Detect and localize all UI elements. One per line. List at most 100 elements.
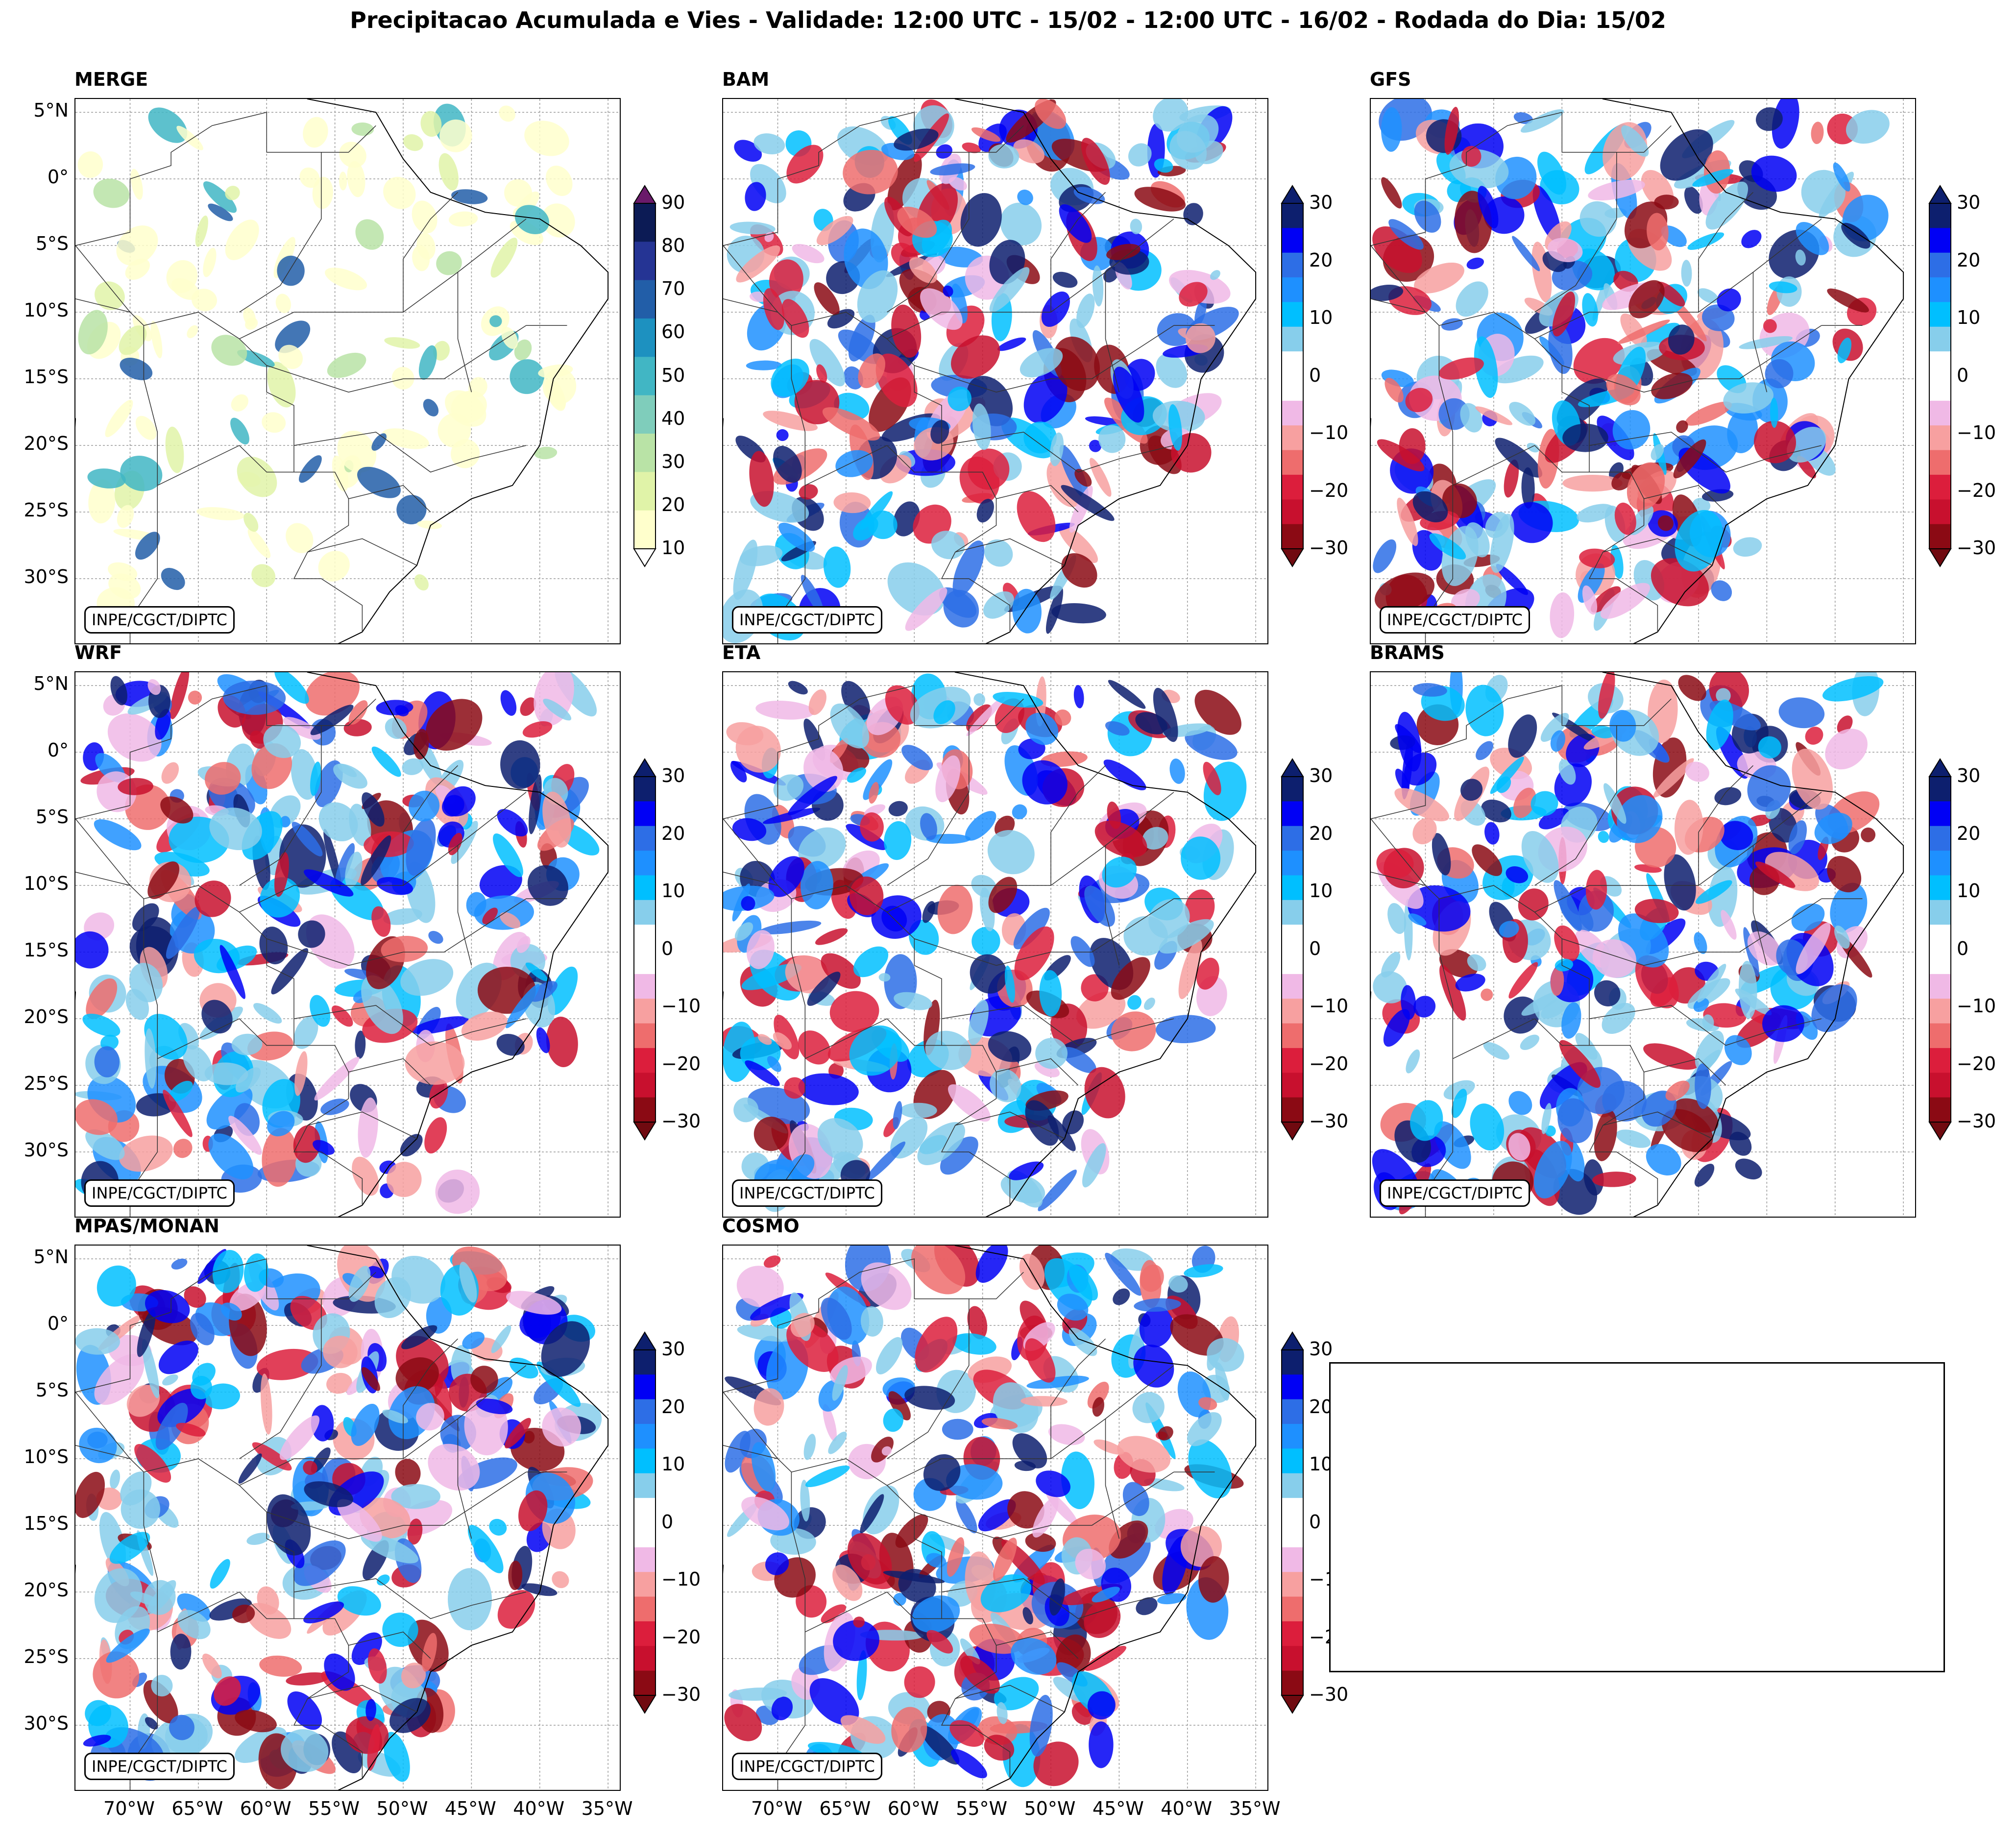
field-blob	[516, 936, 531, 953]
field-blob	[387, 1162, 422, 1198]
map-panel-gfs: INPE/CGCT/DIPTC	[1370, 98, 1916, 644]
field-blob	[1481, 988, 1493, 1001]
field-blob	[789, 1154, 815, 1180]
field-blob	[1705, 181, 1749, 230]
field-blob	[1585, 870, 1607, 910]
field-blob	[416, 233, 436, 260]
field-blob	[405, 1041, 465, 1085]
credit-label: INPE/CGCT/DIPTC	[732, 1179, 882, 1207]
field-blob	[237, 456, 277, 497]
lat-tick-label: 15°S	[24, 366, 69, 388]
colorbar-tick-label: 10	[1309, 1453, 1333, 1475]
field-blob	[187, 325, 198, 339]
field-blob	[1414, 200, 1441, 233]
colorbar-segment	[1282, 949, 1303, 975]
border-line	[1603, 538, 1713, 566]
field-blob	[1025, 1532, 1056, 1552]
field-blob	[501, 327, 518, 349]
field-blob	[125, 989, 149, 1020]
border-line	[1752, 272, 1768, 392]
field-blob	[969, 1623, 1025, 1654]
field-blob	[401, 1325, 437, 1349]
field-blob	[981, 1418, 1018, 1430]
field-blob	[901, 745, 933, 771]
field-blob	[1381, 107, 1402, 152]
field-blob	[887, 153, 922, 211]
field-blob	[971, 127, 1001, 142]
field-blob	[497, 809, 528, 837]
field-blob	[926, 1553, 947, 1568]
field-blob	[125, 784, 170, 830]
field-blob	[940, 1136, 978, 1175]
field-blob	[1108, 680, 1146, 709]
field-blob	[1692, 498, 1711, 513]
lat-tick-label: 5°S	[35, 1379, 69, 1401]
field-blob	[209, 807, 262, 850]
field-blob	[1495, 438, 1543, 478]
field-blob	[1578, 890, 1614, 932]
coastline	[723, 672, 1257, 1217]
field-blob	[79, 1427, 117, 1464]
lon-tick-label: 55°W	[956, 1798, 1008, 1819]
field-blob	[1007, 1491, 1044, 1529]
field-blob	[808, 689, 826, 715]
colorbar-extend-top	[633, 185, 656, 204]
lon-tick-label: 40°W	[513, 1798, 565, 1819]
field-blob	[1506, 866, 1529, 883]
field-blob	[304, 1481, 353, 1508]
field-blob	[1600, 583, 1651, 619]
field-blob	[251, 564, 276, 587]
bias-colorbar	[1281, 758, 1304, 1141]
field-blob	[1579, 548, 1615, 568]
map-canvas	[75, 672, 620, 1217]
field-blob	[853, 1616, 865, 1628]
field-blob	[1184, 1264, 1223, 1278]
field-blob	[1132, 1392, 1165, 1423]
colorbar-tick-label: 80	[661, 235, 685, 257]
colorbar-tick-label: −10	[1957, 422, 1996, 443]
field-blob	[1550, 730, 1566, 752]
field-blob	[523, 1431, 535, 1443]
map-panel-merge: INPE/CGCT/DIPTC	[74, 98, 621, 644]
colorbar-segment	[1282, 974, 1303, 999]
field-blob	[973, 693, 986, 706]
field-blob	[130, 169, 143, 200]
field-blob	[1592, 939, 1636, 978]
field-blob	[310, 761, 321, 796]
field-blob	[303, 117, 328, 148]
field-blob	[1492, 355, 1544, 384]
field-blob	[1061, 1451, 1094, 1509]
field-blob	[1612, 410, 1651, 450]
lon-tick-label: 50°W	[1024, 1798, 1076, 1819]
field-blob	[1023, 371, 1068, 423]
field-blob	[382, 428, 429, 449]
colorbar-segment	[634, 1473, 656, 1498]
field-blob	[436, 251, 462, 275]
colorbar-segment	[634, 1498, 656, 1523]
colorbar-tick-label: −20	[1309, 479, 1349, 501]
field-blob	[1025, 1100, 1059, 1146]
field-blob	[930, 420, 949, 444]
colorbar-segment	[634, 875, 656, 901]
colorbar-tick-label: 30	[1309, 192, 1333, 213]
field-blob	[915, 1317, 958, 1373]
field-blob	[247, 528, 271, 559]
colorbar-extend-top	[633, 758, 656, 777]
field-blob	[883, 1408, 903, 1432]
lon-tick-label: 65°W	[819, 1798, 871, 1819]
colorbar-segment	[1282, 925, 1303, 950]
field-blob	[144, 1580, 176, 1615]
field-blob	[298, 455, 322, 483]
field-blob	[733, 1097, 759, 1123]
field-blob	[425, 699, 483, 751]
field-blob	[504, 179, 533, 207]
colorbar-segment	[1929, 1073, 1951, 1098]
colorbar-extend-bottom	[1281, 1122, 1304, 1141]
field-blob	[1466, 257, 1484, 269]
border-line	[1105, 272, 1120, 392]
colorbar-frame	[633, 203, 656, 549]
field-blob	[763, 1255, 781, 1268]
field-blob	[267, 1111, 295, 1137]
colorbar-frame	[1281, 1349, 1304, 1696]
field-blob	[384, 337, 420, 349]
